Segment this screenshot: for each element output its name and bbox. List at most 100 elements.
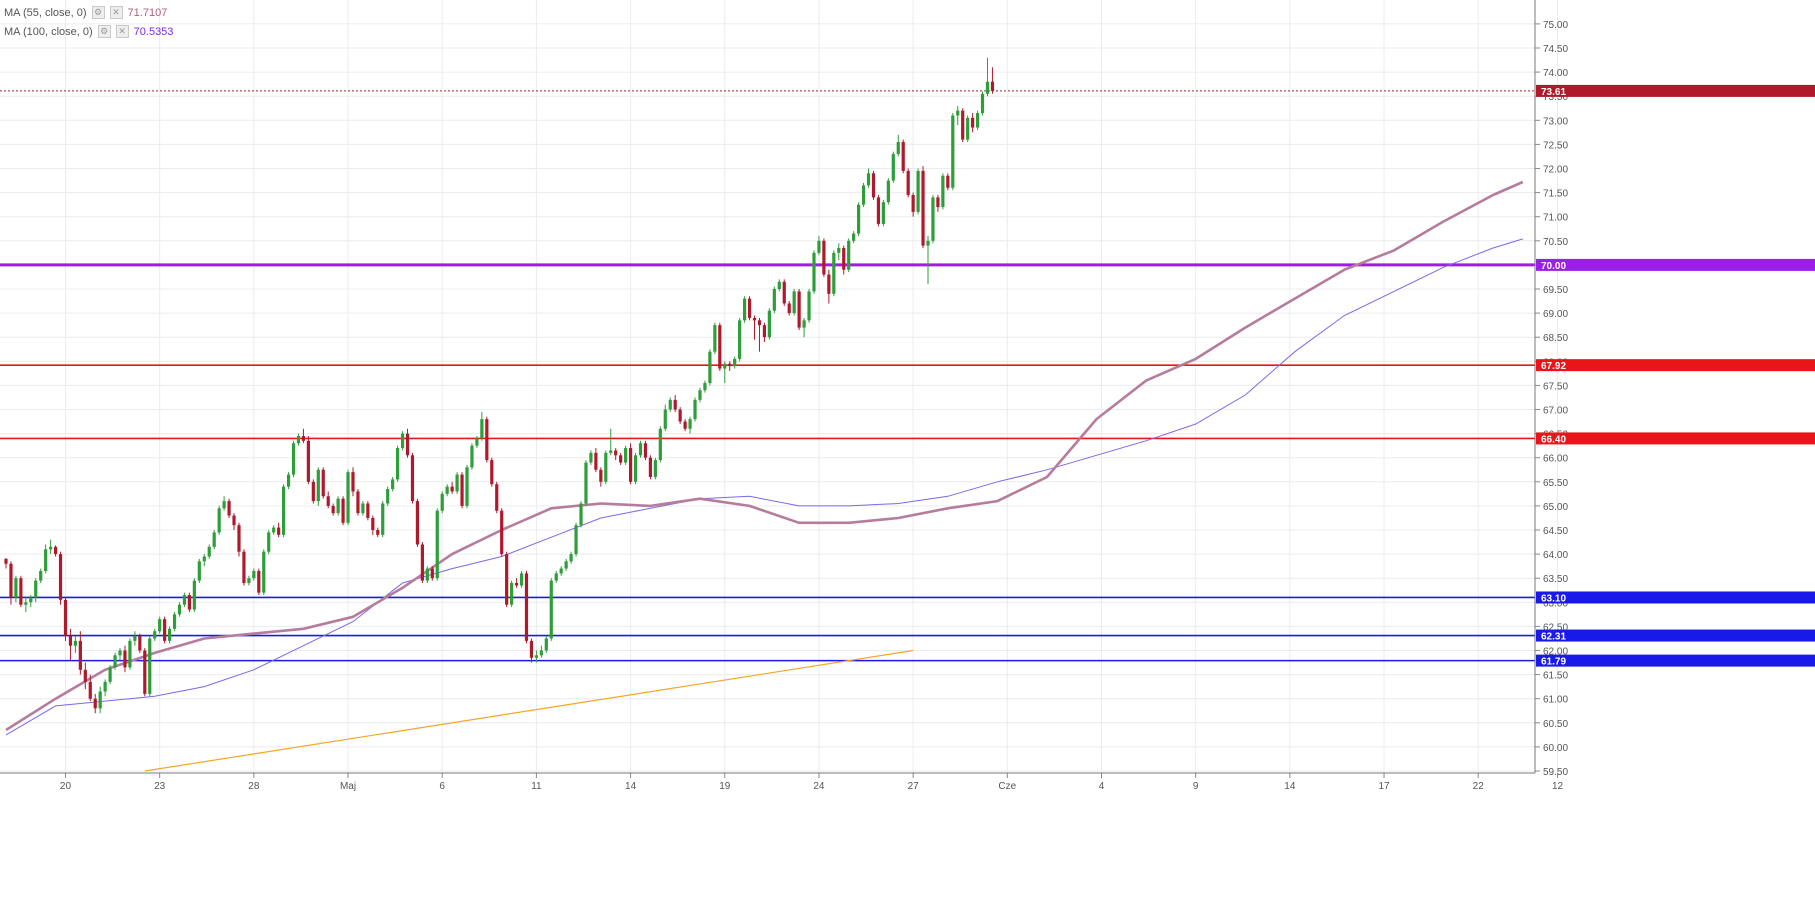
candle-body[interactable] bbox=[391, 479, 395, 490]
candle-body[interactable] bbox=[470, 445, 474, 468]
candle-body[interactable] bbox=[163, 619, 167, 641]
candle-body[interactable] bbox=[232, 515, 236, 526]
candle-body[interactable] bbox=[505, 554, 509, 605]
candle-body[interactable] bbox=[787, 303, 791, 314]
candle-body[interactable] bbox=[668, 399, 672, 410]
candle-body[interactable] bbox=[648, 457, 653, 477]
candle-body[interactable] bbox=[861, 185, 866, 205]
candle-body[interactable] bbox=[14, 578, 18, 598]
candle-body[interactable] bbox=[485, 419, 489, 461]
candle-body[interactable] bbox=[703, 382, 707, 391]
candle-body[interactable] bbox=[817, 240, 821, 253]
candle-body[interactable] bbox=[946, 175, 950, 188]
candle-body[interactable] bbox=[252, 570, 256, 579]
candle-body[interactable] bbox=[708, 351, 712, 383]
candle-body[interactable] bbox=[698, 390, 702, 400]
candle-body[interactable] bbox=[277, 527, 281, 535]
candle-body[interactable] bbox=[167, 628, 172, 641]
candle-body[interactable] bbox=[619, 455, 623, 463]
candle-body[interactable] bbox=[475, 438, 479, 446]
candle-body[interactable] bbox=[876, 197, 881, 224]
candle-body[interactable] bbox=[24, 602, 28, 605]
candle-body[interactable] bbox=[574, 525, 578, 555]
candle-body[interactable] bbox=[688, 419, 692, 429]
candle-body[interactable] bbox=[911, 195, 915, 212]
candle-body[interactable] bbox=[594, 452, 598, 470]
candle-body[interactable] bbox=[792, 291, 796, 314]
candle-body[interactable] bbox=[643, 443, 648, 458]
candle-body[interactable] bbox=[500, 510, 504, 555]
candle-body[interactable] bbox=[237, 525, 241, 552]
candle-body[interactable] bbox=[852, 233, 856, 241]
candle-body[interactable] bbox=[678, 409, 682, 422]
candle-body[interactable] bbox=[693, 399, 697, 420]
candle-body[interactable] bbox=[321, 469, 325, 497]
candle-body[interactable] bbox=[4, 558, 8, 564]
candle-body[interactable] bbox=[881, 202, 885, 224]
candle-body[interactable] bbox=[73, 640, 77, 646]
candle-body[interactable] bbox=[227, 501, 231, 516]
candle-body[interactable] bbox=[728, 363, 732, 367]
legend-ma55[interactable]: MA (55, close, 0) ⚙ ✕ 71.7107 bbox=[4, 6, 167, 19]
candle-body[interactable] bbox=[158, 619, 162, 632]
candle-body[interactable] bbox=[128, 640, 132, 668]
candle-body[interactable] bbox=[306, 440, 310, 482]
candle-body[interactable] bbox=[445, 486, 449, 494]
candle-body[interactable] bbox=[921, 170, 925, 246]
candle-body[interactable] bbox=[812, 252, 816, 292]
candle-body[interactable] bbox=[316, 469, 320, 502]
candle-body[interactable] bbox=[901, 141, 905, 171]
candle-body[interactable] bbox=[222, 501, 226, 509]
candle-body[interactable] bbox=[797, 291, 801, 328]
ma55-line[interactable] bbox=[5, 180, 1524, 732]
candle-body[interactable] bbox=[425, 568, 429, 581]
candle-body[interactable] bbox=[44, 549, 48, 571]
candle-body[interactable] bbox=[718, 325, 722, 369]
candle-body[interactable] bbox=[336, 498, 340, 514]
candle-body[interactable] bbox=[460, 474, 464, 506]
candle-body[interactable] bbox=[733, 358, 737, 367]
candle-body[interactable] bbox=[599, 469, 603, 482]
candle-body[interactable] bbox=[842, 248, 846, 270]
candle-body[interactable] bbox=[951, 115, 955, 188]
candle-body[interactable] bbox=[113, 655, 117, 668]
candle-body[interactable] bbox=[53, 546, 58, 555]
candle-body[interactable] bbox=[956, 110, 960, 116]
candle-body[interactable] bbox=[529, 640, 534, 658]
candle-body[interactable] bbox=[29, 597, 33, 603]
candle-body[interactable] bbox=[93, 698, 97, 709]
candle-body[interactable] bbox=[782, 281, 786, 304]
candle-body[interactable] bbox=[534, 655, 538, 658]
candle-body[interactable] bbox=[396, 448, 400, 480]
candle-body[interactable] bbox=[410, 455, 415, 502]
candle-body[interactable] bbox=[420, 544, 424, 581]
candle-body[interactable] bbox=[78, 640, 82, 670]
candle-body[interactable] bbox=[871, 173, 876, 198]
candle-body[interactable] bbox=[544, 638, 548, 651]
candle-body[interactable] bbox=[63, 599, 68, 637]
candle-body[interactable] bbox=[217, 508, 221, 533]
candle-body[interactable] bbox=[311, 481, 315, 502]
candle-body[interactable] bbox=[376, 530, 380, 535]
candle-body[interactable] bbox=[589, 452, 593, 463]
candle-body[interactable] bbox=[579, 503, 583, 526]
candle-body[interactable] bbox=[604, 452, 608, 482]
candle-body[interactable] bbox=[9, 563, 13, 598]
candle-body[interactable] bbox=[341, 498, 345, 523]
candle-body[interactable] bbox=[807, 291, 811, 321]
candle-body[interactable] bbox=[103, 681, 107, 692]
candle-body[interactable] bbox=[301, 436, 306, 441]
candle-body[interactable] bbox=[346, 472, 350, 523]
candle-body[interactable] bbox=[886, 180, 890, 203]
candle-body[interactable] bbox=[738, 320, 742, 359]
candle-body[interactable] bbox=[559, 568, 563, 574]
candle-body[interactable] bbox=[331, 505, 335, 514]
candle-body[interactable] bbox=[514, 583, 519, 586]
candle-body[interactable] bbox=[440, 493, 444, 511]
candle-body[interactable] bbox=[990, 81, 995, 91]
candle-body[interactable] bbox=[83, 669, 87, 682]
settings-icon[interactable]: ⚙ bbox=[91, 6, 105, 19]
candle-body[interactable] bbox=[638, 443, 643, 456]
candle-body[interactable] bbox=[628, 448, 633, 482]
candle-body[interactable] bbox=[34, 580, 38, 598]
